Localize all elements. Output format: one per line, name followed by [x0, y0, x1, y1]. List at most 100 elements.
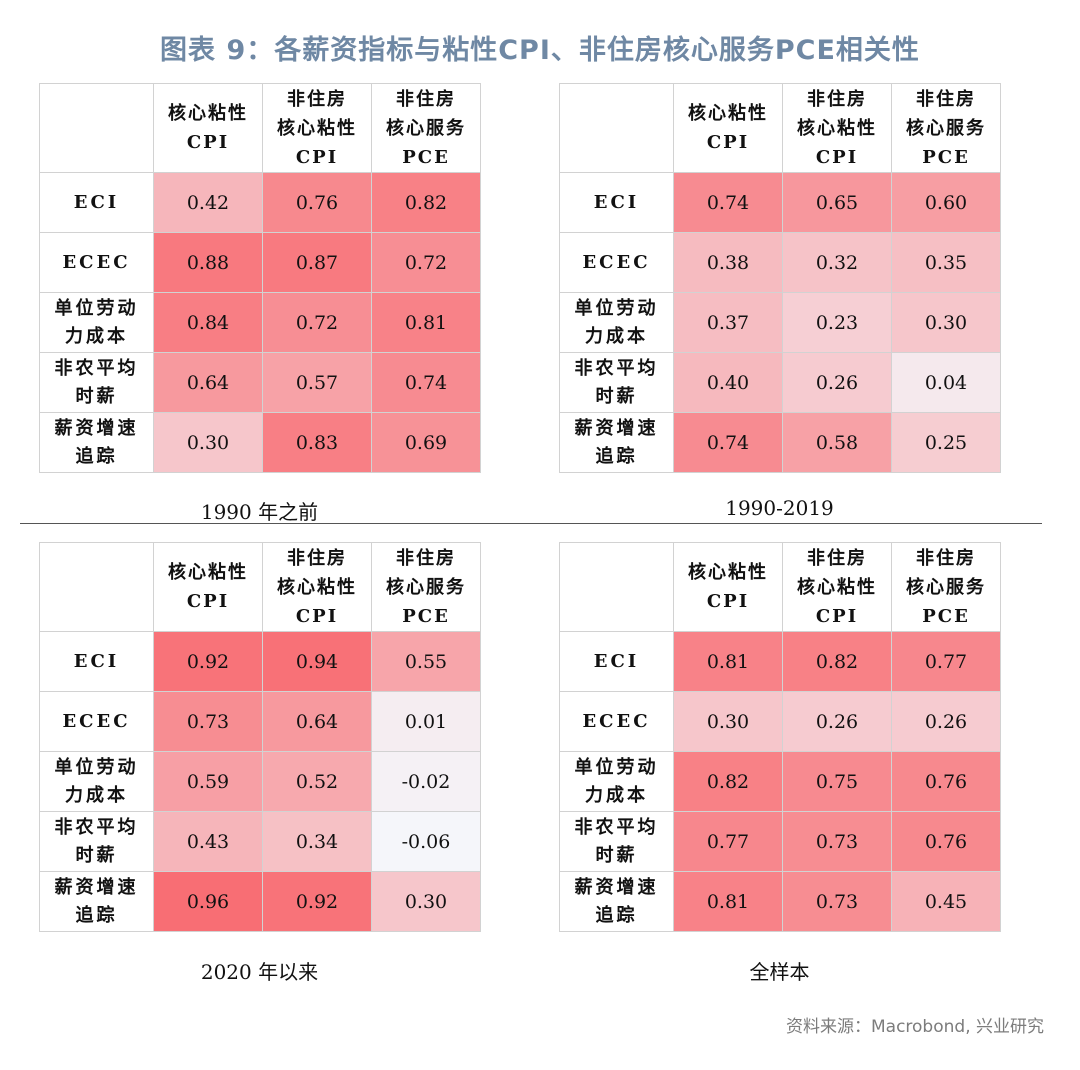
- heatmap-cell: 0.74: [371, 352, 481, 413]
- heatmap-table: 核心粘性 CPI 非住房 核心粘性 CPI 非住房 核心服务 PCE ECI 0.42 0.76 0.…: [39, 83, 481, 473]
- table-row: 薪资增速 追踪 0.74 0.58 0.25: [559, 412, 1001, 473]
- header-line: 核心粘性: [277, 117, 357, 139]
- heatmap-cell: 0.04: [891, 352, 1001, 413]
- heatmap-cell: 0.60: [891, 172, 1001, 233]
- row-header: 非农平均 时薪: [559, 811, 674, 872]
- header-line: 薪资增速: [54, 876, 139, 898]
- column-header: 非住房 核心粘性 CPI: [262, 542, 372, 632]
- row-header: 薪资增速 追踪: [559, 412, 674, 473]
- heatmap-cell: 0.25: [891, 412, 1001, 473]
- table-row: 薪资增速 追踪 0.81 0.73 0.45: [559, 871, 1001, 932]
- heatmap-cell: 0.73: [782, 811, 892, 872]
- row-header: 薪资增速 追踪: [39, 871, 154, 932]
- header-line: 力成本: [65, 325, 128, 347]
- header-line: PCE: [922, 605, 970, 627]
- header-line: ECI: [73, 650, 120, 672]
- heatmap-cell: 0.76: [262, 172, 372, 233]
- table-row: ECEC 0.38 0.32 0.35: [559, 232, 1001, 293]
- column-header: 非住房 核心粘性 CPI: [782, 83, 892, 173]
- header-line: 非农平均: [574, 816, 659, 838]
- header-line: 力成本: [585, 784, 648, 806]
- header-line: CPI: [295, 605, 339, 627]
- header-line: 非农平均: [54, 816, 139, 838]
- table-row: 非农平均 时薪 0.64 0.57 0.74: [39, 352, 481, 413]
- header-line: 非住房: [916, 547, 976, 569]
- table-row: 单位劳动 力成本 0.37 0.23 0.30: [559, 292, 1001, 353]
- header-line: PCE: [402, 605, 450, 627]
- header-line: CPI: [186, 132, 230, 153]
- header-line: ECEC: [62, 251, 131, 273]
- panel-caption-full-sample: 全样本: [749, 960, 810, 984]
- table-row: 单位劳动 力成本 0.84 0.72 0.81: [39, 292, 481, 353]
- heatmap-cell: 0.96: [153, 871, 263, 932]
- header-line: 单位劳动: [574, 756, 659, 778]
- row-header: ECI: [559, 631, 674, 692]
- header-line: PCE: [402, 146, 450, 168]
- header-line: 核心粘性: [688, 562, 768, 583]
- heatmap-cell: 0.64: [262, 691, 372, 752]
- header-line: CPI: [706, 591, 750, 612]
- heatmap-cell: 0.76: [891, 811, 1001, 872]
- header-line: ECEC: [582, 251, 651, 273]
- heatmap-cell: 0.26: [782, 691, 892, 752]
- header-line: 核心粘性: [277, 576, 357, 598]
- column-header: 非住房 核心粘性 CPI: [782, 542, 892, 632]
- table-row: 薪资增速 追踪 0.30 0.83 0.69: [39, 412, 481, 473]
- header-row: 核心粘性 CPI 非住房 核心粘性 CPI 非住房 核心服务 PCE: [39, 83, 481, 173]
- row-header: 非农平均 时薪: [39, 352, 154, 413]
- header-line: 非住房: [807, 88, 867, 110]
- heatmap-cell: 0.35: [891, 232, 1001, 293]
- column-header: 核心粘性 CPI: [673, 542, 783, 632]
- header-line: 追踪: [75, 904, 118, 926]
- header-line: 核心粘性: [688, 103, 768, 124]
- heatmap-cell: 0.01: [371, 691, 481, 752]
- header-line: 非农平均: [574, 357, 659, 379]
- heatmap-cell: 0.83: [262, 412, 372, 473]
- row-header: 薪资增速 追踪: [559, 871, 674, 932]
- corner-cell: [39, 83, 154, 173]
- heatmap-cell: 0.73: [782, 871, 892, 932]
- source-note: 资料来源：Macrobond, 兴业研究: [785, 1017, 1044, 1037]
- header-line: ECI: [593, 650, 640, 672]
- header-line: 追踪: [75, 445, 118, 467]
- table-row: ECI 0.81 0.82 0.77: [559, 631, 1001, 692]
- heatmap-panel-since-2020: 核心粘性 CPI 非住房 核心粘性 CPI 非住房 核心服务 PCE ECI 0.92 0.94 0.…: [39, 542, 481, 932]
- table-row: ECI 0.92 0.94 0.55: [39, 631, 481, 692]
- header-line: 非住房: [287, 88, 347, 110]
- heatmap-cell: 0.65: [782, 172, 892, 233]
- table-row: 单位劳动 力成本 0.82 0.75 0.76: [559, 751, 1001, 812]
- table-row: 非农平均 时薪 0.43 0.34 -0.06: [39, 811, 481, 872]
- heatmap-cell: 0.75: [782, 751, 892, 812]
- section-divider: [20, 523, 1042, 524]
- heatmap-cell: 0.52: [262, 751, 372, 812]
- table-row: 非农平均 时薪 0.77 0.73 0.76: [559, 811, 1001, 872]
- header-line: 薪资增速: [574, 876, 659, 898]
- panel-caption-1990-2019: 1990-2019: [725, 496, 834, 520]
- row-header: ECI: [39, 172, 154, 233]
- table-row: ECI 0.42 0.76 0.82: [39, 172, 481, 233]
- row-header: 单位劳动 力成本: [39, 292, 154, 353]
- heatmap-cell: 0.42: [153, 172, 263, 233]
- header-line: 非住房: [396, 88, 456, 110]
- heatmap-panel-full-sample: 核心粘性 CPI 非住房 核心粘性 CPI 非住房核心服务 PCE ECI 0.81 0.82 0.…: [559, 542, 1001, 932]
- header-line: PCE: [922, 146, 970, 168]
- heatmap-cell: 0.84: [153, 292, 263, 353]
- column-header: 非住房 核心服务 PCE: [891, 83, 1001, 173]
- header-line: CPI: [815, 146, 859, 168]
- row-header: ECI: [39, 631, 154, 692]
- row-header: 单位劳动 力成本: [559, 292, 674, 353]
- heatmap-cell: 0.77: [673, 811, 783, 872]
- column-header: 核心粘性 CPI: [153, 542, 263, 632]
- header-line: 时薪: [75, 385, 118, 407]
- heatmap-cell: 0.81: [673, 871, 783, 932]
- heatmap-cell: 0.45: [891, 871, 1001, 932]
- heatmap-panel-1990-2019: 核心粘性 CPI 非住房 核心粘性 CPI 非住房 核心服务 PCE ECI 0.74 0.65 0.…: [559, 83, 1001, 473]
- header-row: 核心粘性 CPI 非住房 核心粘性 CPI 非住房核心服务 PCE: [559, 542, 1001, 632]
- table-row: ECEC 0.88 0.87 0.72: [39, 232, 481, 293]
- table-row: ECEC 0.30 0.26 0.26: [559, 691, 1001, 752]
- header-line: 单位劳动: [54, 297, 139, 319]
- header-line: 核心服务: [906, 576, 986, 598]
- heatmap-cell: 0.72: [262, 292, 372, 353]
- heatmap-cell: 0.32: [782, 232, 892, 293]
- row-header: ECEC: [39, 232, 154, 293]
